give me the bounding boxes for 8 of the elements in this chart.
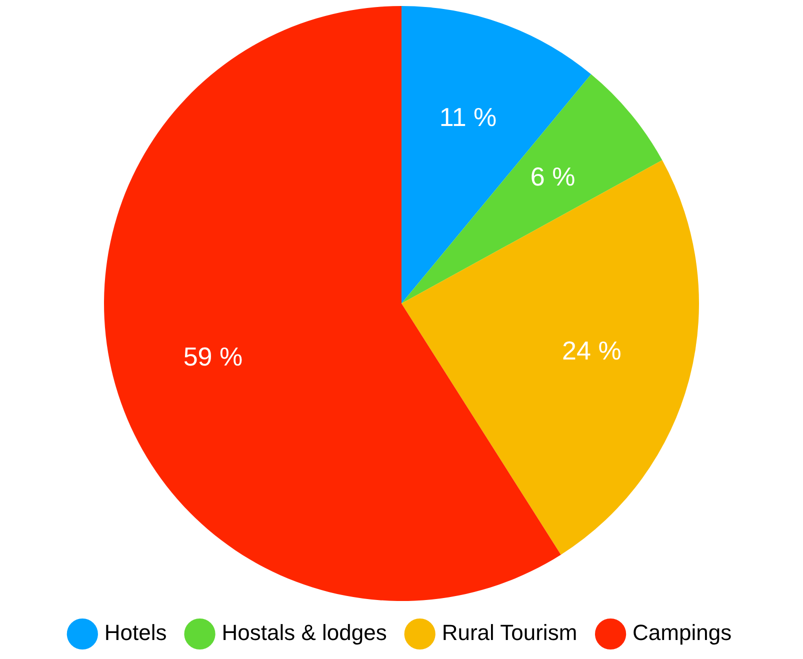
legend-label: Hotels (104, 620, 167, 646)
legend-label: Campings (632, 620, 732, 646)
data-label: 11 % (439, 102, 497, 132)
data-label: 6 % (530, 162, 576, 192)
legend-label: Rural Tourism (442, 620, 578, 646)
legend-label: Hostals & lodges (222, 620, 387, 646)
data-label: 59 % (183, 341, 243, 372)
data-label: 24 % (562, 336, 622, 366)
